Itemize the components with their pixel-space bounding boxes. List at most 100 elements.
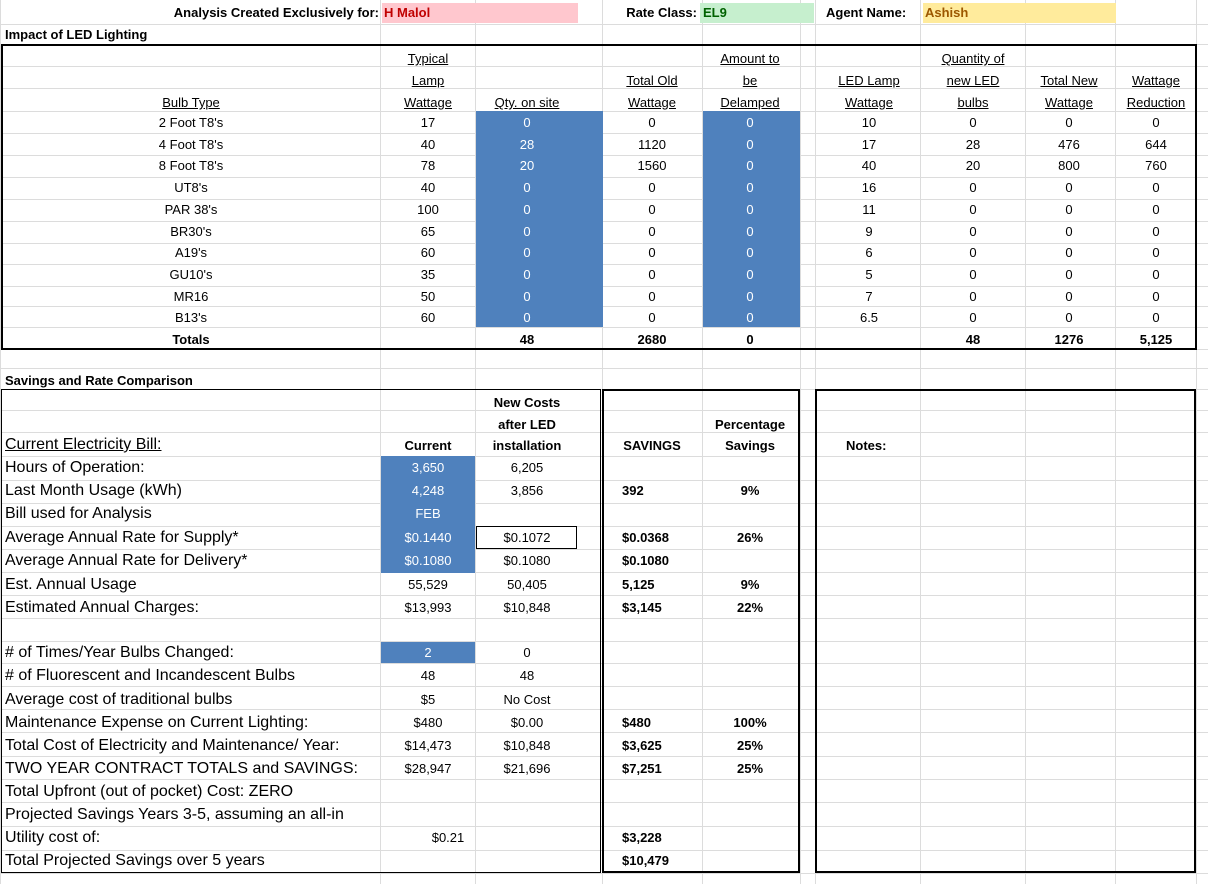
total-old-wattage: 0	[648, 115, 656, 130]
rate-class-value[interactable]: EL9	[700, 3, 814, 23]
typical-wattage: 78	[420, 158, 436, 173]
typical-wattage: 60	[420, 310, 436, 325]
total-total-new-wattage: 1276	[1054, 332, 1084, 347]
total-new-wattage: 0	[1065, 115, 1073, 130]
projected-label-1: Projected Savings Years 3-5, assuming an…	[5, 806, 344, 823]
savings-value: $3,145	[622, 600, 662, 615]
total-old-wattage: 1120	[638, 137, 666, 152]
header-delamp-3: Delamped	[720, 95, 780, 110]
delamp-amount[interactable]: 0	[746, 310, 754, 325]
total-wattage-reduction: 5,125	[1139, 332, 1173, 347]
led-lamp-wattage: 9	[865, 224, 873, 239]
total-old-wattage: 0	[648, 245, 656, 260]
qty-on-site[interactable]: 0	[523, 267, 531, 282]
qty-on-site[interactable]: 0	[523, 289, 531, 304]
savings-row-label: Total Upfront (out of pocket) Cost: ZERO	[5, 783, 294, 800]
header-typical-3: Wattage	[404, 95, 452, 110]
header-bulb-type: Bulb Type	[162, 95, 220, 110]
new-supply-rate-input[interactable]	[476, 526, 577, 549]
header-savings: SAVINGS	[623, 438, 681, 453]
qty-new-led: 0	[969, 202, 977, 217]
bulb-type: 4 Foot T8's	[158, 137, 224, 152]
current-value[interactable]: FEB	[415, 506, 441, 521]
current-value[interactable]: 2	[424, 645, 432, 660]
led-lamp-wattage: 17	[861, 137, 877, 152]
customer-name[interactable]: H Malol	[382, 3, 578, 23]
savings-row-label: Est. Annual Usage	[5, 576, 137, 593]
savings-row-label: # of Times/Year Bulbs Changed:	[5, 644, 234, 661]
qty-on-site[interactable]: 0	[523, 310, 531, 325]
rate-class-label: Rate Class:	[626, 5, 697, 20]
bulb-type: 2 Foot T8's	[158, 115, 224, 130]
new-cost-value: No Cost	[503, 692, 551, 707]
savings-value: $480	[622, 715, 651, 730]
current-value[interactable]: 3,650	[411, 460, 445, 475]
delamp-amount[interactable]: 0	[746, 267, 754, 282]
total-old-wattage: 0	[648, 267, 656, 282]
bulb-type: GU10's	[169, 267, 213, 282]
led-lamp-wattage: 40	[861, 158, 877, 173]
delamp-amount[interactable]: 0	[746, 180, 754, 195]
savings-row-label: Current Electricity Bill:	[5, 436, 162, 453]
current-value: 48	[420, 668, 436, 683]
current-value[interactable]: $0.1440	[404, 530, 452, 545]
agent-name-label: Agent Name:	[826, 5, 907, 20]
header-total-old-2: Wattage	[628, 95, 676, 110]
new-cost-value: 6,205	[510, 460, 544, 475]
savings-row-label: Average Annual Rate for Supply*	[5, 529, 239, 546]
qty-on-site[interactable]: 0	[523, 180, 531, 195]
delamp-amount[interactable]: 0	[746, 289, 754, 304]
qty-new-led: 0	[969, 267, 977, 282]
delamp-amount[interactable]: 0	[746, 245, 754, 260]
total-old-wattage: 0	[648, 310, 656, 325]
delamp-amount[interactable]: 0	[746, 137, 754, 152]
wattage-reduction: 0	[1152, 245, 1160, 260]
delamp-amount[interactable]: 0	[746, 158, 754, 173]
projected-savings-value: $3,228	[622, 830, 662, 845]
savings-row-label: TWO YEAR CONTRACT TOTALS and SAVINGS:	[5, 760, 358, 777]
led-lamp-wattage: 7	[865, 289, 873, 304]
qty-input-column	[476, 111, 603, 327]
wattage-reduction: 760	[1145, 158, 1167, 173]
savings-row-label: Total Cost of Electricity and Maintenanc…	[5, 737, 340, 754]
qty-on-site[interactable]: 28	[519, 137, 535, 152]
percentage-value: 9%	[740, 483, 760, 498]
qty-new-led: 28	[965, 137, 981, 152]
new-cost-value: 50,405	[507, 577, 547, 592]
qty-new-led: 0	[969, 115, 977, 130]
delamp-amount[interactable]: 0	[746, 202, 754, 217]
savings-value: 5,125	[622, 577, 655, 592]
projected-rate-value[interactable]: $0.21	[431, 830, 465, 845]
agent-name-value[interactable]: Ashish	[923, 3, 1116, 23]
bulbs-changed-input-block	[381, 642, 475, 663]
qty-on-site[interactable]: 0	[523, 224, 531, 239]
savings-row-label: Bill used for Analysis	[5, 505, 152, 522]
savings-value: $7,251	[622, 761, 662, 776]
total-5yr-label: Total Projected Savings over 5 years	[5, 852, 265, 869]
qty-new-led: 20	[965, 158, 981, 173]
header-percentage-2: Savings	[725, 438, 775, 453]
savings-value: 392	[622, 483, 644, 498]
qty-on-site[interactable]: 0	[523, 115, 531, 130]
new-cost-value: 0	[523, 645, 531, 660]
led-lamp-wattage: 6.5	[859, 310, 879, 325]
header-qty-new-1: Quantity of	[941, 51, 1005, 66]
percentage-value: 25%	[736, 738, 764, 753]
current-value[interactable]: $0.1080	[404, 553, 452, 568]
qty-new-led: 0	[969, 289, 977, 304]
qty-on-site[interactable]: 0	[523, 245, 531, 260]
header-total-old-1: Total Old	[626, 73, 678, 88]
delamp-amount[interactable]: 0	[746, 224, 754, 239]
wattage-reduction: 644	[1145, 137, 1167, 152]
current-value[interactable]: 4,248	[411, 483, 445, 498]
typical-wattage: 65	[420, 224, 436, 239]
wattage-reduction: 0	[1152, 115, 1160, 130]
new-cost-value: $10,848	[503, 600, 551, 615]
delamp-amount[interactable]: 0	[746, 115, 754, 130]
current-value: $14,473	[404, 738, 452, 753]
qty-on-site[interactable]: 0	[523, 202, 531, 217]
total-new-wattage: 0	[1065, 180, 1073, 195]
typical-wattage: 60	[420, 245, 436, 260]
qty-on-site[interactable]: 20	[519, 158, 535, 173]
savings-results-box	[602, 389, 800, 873]
